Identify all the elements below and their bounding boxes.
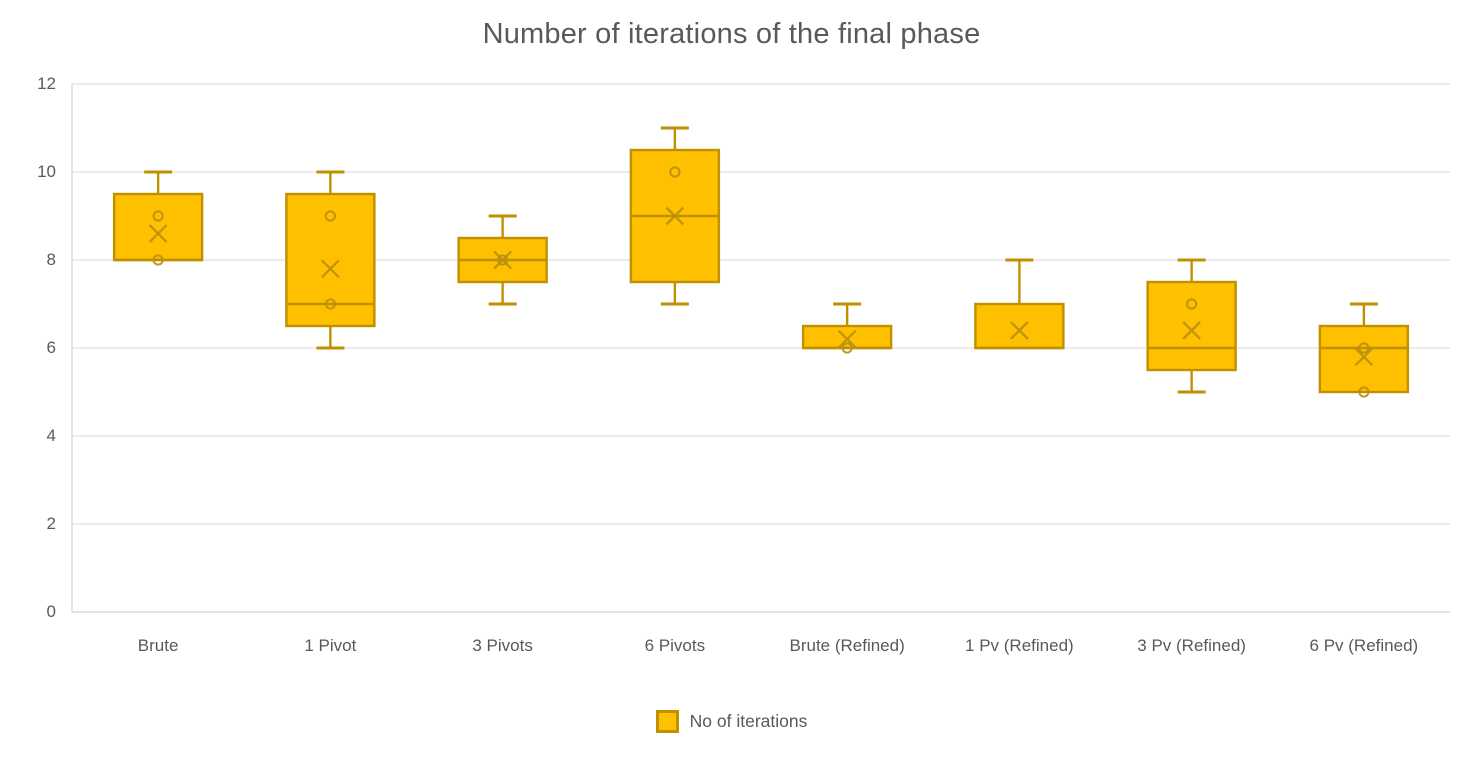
legend[interactable]: No of iterations: [0, 710, 1463, 733]
y-tick-label-4: 4: [46, 426, 56, 445]
mean-x-marker: [1354, 347, 1374, 367]
legend-swatch-icon: [655, 710, 679, 733]
y-tick-label-2: 2: [46, 514, 56, 533]
data-point-circle: [1186, 298, 1198, 310]
x-category-label-2: 3 Pivots: [472, 636, 533, 655]
data-point-circle: [324, 210, 336, 222]
mean-x-marker: [321, 259, 340, 279]
x-category-label-0: Brute: [137, 636, 179, 655]
data-point-circle: [497, 254, 509, 266]
box-1[interactable]: [285, 192, 376, 328]
y-tick-label-0: 0: [46, 602, 56, 621]
y-tick-label-6: 6: [46, 338, 56, 357]
mean-x-marker: [148, 224, 168, 243]
y-tick-label-8: 8: [46, 250, 56, 269]
x-category-label-1: 1 Pivot: [304, 636, 357, 655]
x-category-label-6: 3 Pv (Refined): [1137, 636, 1246, 655]
legend-label: No of iterations: [689, 711, 808, 731]
data-point-circle: [152, 210, 164, 222]
data-point-circle: [1358, 386, 1370, 398]
x-category-label-4: Brute (Refined): [789, 636, 905, 655]
x-category-label-7: 6 Pv (Refined): [1309, 636, 1419, 655]
mean-x-marker: [837, 329, 857, 349]
box-6[interactable]: [1146, 280, 1237, 372]
box-0[interactable]: [112, 192, 204, 262]
data-point-circle: [669, 166, 681, 178]
data-point-circle: [1358, 342, 1370, 354]
box-7[interactable]: [1318, 324, 1410, 394]
data-point-circle: [324, 298, 336, 310]
mean-x-marker: [1010, 321, 1029, 340]
chart-title: Number of iterations of the final phase: [482, 18, 981, 50]
x-category-label-3: 6 Pivots: [644, 636, 706, 655]
y-tick-label-12: 12: [37, 74, 56, 93]
mean-x-marker: [1182, 321, 1201, 340]
data-point-circle: [841, 342, 853, 354]
data-point-circle: [152, 254, 164, 266]
y-tick-label-10: 10: [37, 162, 56, 181]
mean-x-marker: [493, 250, 512, 270]
box-5[interactable]: [974, 302, 1065, 350]
mean-x-marker: [665, 206, 685, 226]
box-4[interactable]: [801, 324, 893, 350]
x-category-label-5: 1 Pv (Refined): [965, 636, 1074, 655]
